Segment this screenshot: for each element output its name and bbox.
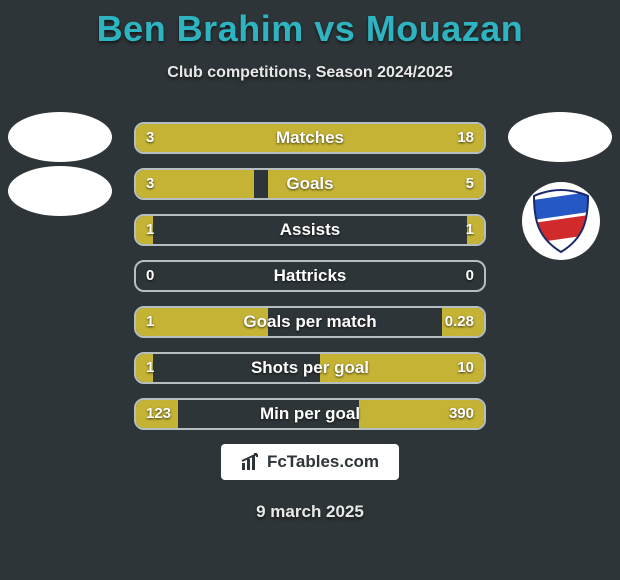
stats-table: 318Matches 35Goals 11Assists 00Hattricks 10.… [134, 122, 486, 444]
stat-row: 00Hattricks [134, 260, 486, 292]
stat-label: Shots per goal [136, 354, 484, 382]
player1-avatar [8, 112, 112, 162]
stat-row: 110Shots per goal [134, 352, 486, 384]
stat-row: 318Matches [134, 122, 486, 154]
player2-club-crest [522, 182, 600, 260]
player1-name: Ben Brahim [97, 8, 304, 49]
stat-row: 123390Min per goal [134, 398, 486, 430]
bars-icon [241, 453, 263, 471]
stat-label: Matches [136, 124, 484, 152]
stat-label: Assists [136, 216, 484, 244]
page-title: Ben Brahim vs Mouazan [0, 0, 620, 50]
stat-row: 10.28Goals per match [134, 306, 486, 338]
stat-label: Goals per match [136, 308, 484, 336]
stat-label: Hattricks [136, 262, 484, 290]
date-label: 9 march 2025 [0, 502, 620, 522]
stat-row: 11Assists [134, 214, 486, 246]
subtitle: Club competitions, Season 2024/2025 [0, 64, 620, 82]
site-logo[interactable]: FcTables.com [221, 444, 399, 480]
player2-avatar [508, 112, 612, 162]
stat-label: Goals [136, 170, 484, 198]
vs-label: vs [314, 8, 355, 49]
stat-row: 35Goals [134, 168, 486, 200]
player2-name: Mouazan [366, 8, 524, 49]
shield-icon [526, 186, 596, 256]
stat-label: Min per goal [136, 400, 484, 428]
site-logo-text: FcTables.com [267, 452, 379, 472]
player1-club-crest [8, 166, 112, 216]
